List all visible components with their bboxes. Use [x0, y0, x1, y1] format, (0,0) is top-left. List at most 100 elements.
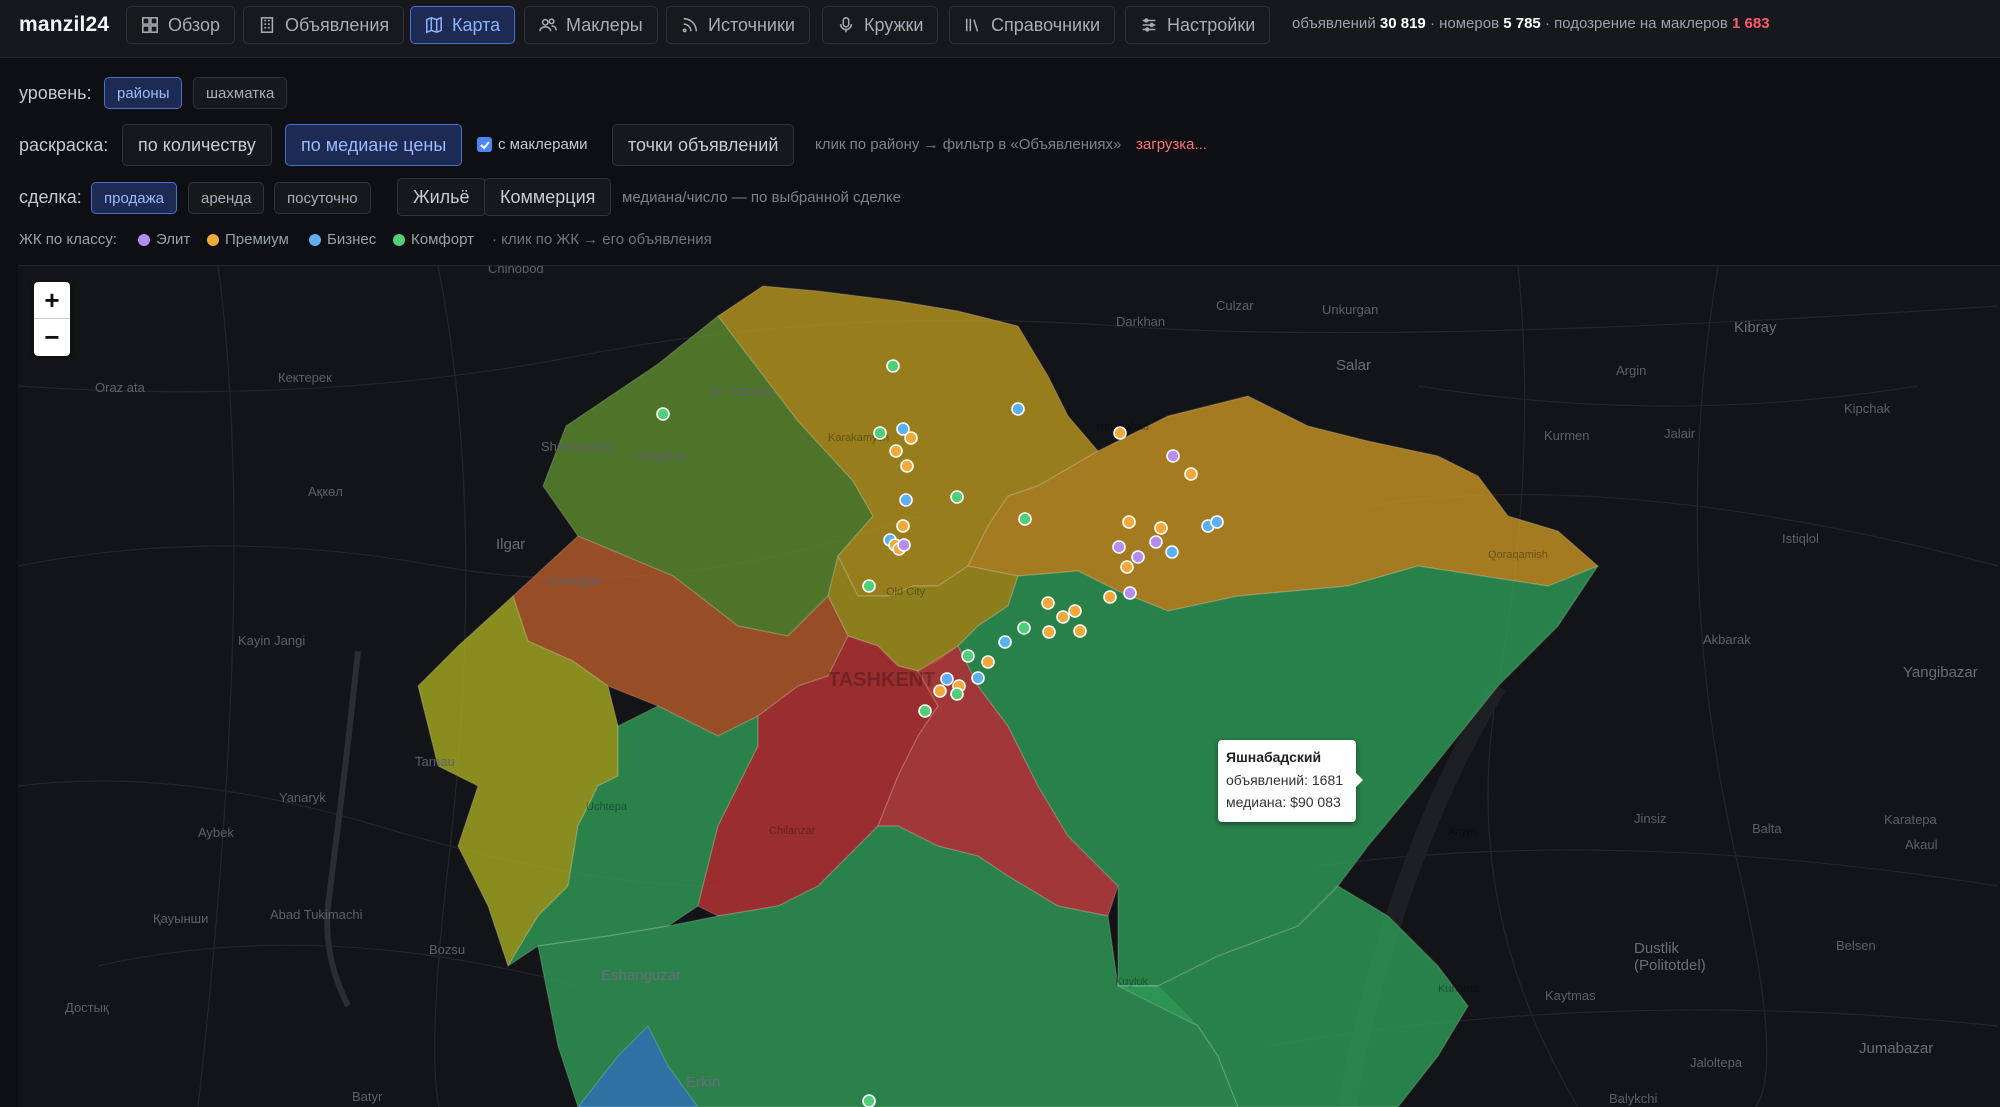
place-label: Kaytmas	[1545, 988, 1596, 1003]
level-districts-button[interactable]: районы	[104, 77, 183, 109]
nav-tab-label: Карта	[452, 14, 501, 35]
district-south-east[interactable]	[1117, 885, 1469, 1107]
loading-indicator: загрузка...	[1136, 136, 1207, 153]
district-tooltip: Яшнабадский объявлений: 1681 медиана: $9…	[1218, 740, 1363, 822]
deal-daily-button[interactable]: посуточно	[274, 182, 371, 214]
stats-listings-value: 30 819	[1379, 15, 1426, 32]
rss-icon	[682, 17, 698, 33]
coloring-label: раскраска:	[19, 135, 109, 155]
dashboard-icon	[142, 17, 158, 33]
stats-numbers-label: · номеров	[1429, 15, 1500, 32]
place-label: Argin	[1616, 363, 1647, 378]
coloring-by-median-button[interactable]: по медиане цены	[285, 124, 463, 166]
place-label: Ақкөл	[308, 484, 343, 499]
place-label: Bozsu	[429, 942, 466, 957]
zoom-out-button[interactable]: −	[44, 321, 60, 352]
legend-elite-label: Элит	[156, 231, 191, 248]
district-label: Karakamysh	[828, 432, 890, 444]
place-label: Chigatay	[635, 448, 687, 463]
nav-tab-listings[interactable]: Объявления	[243, 6, 405, 44]
district-label: Argyn	[1448, 826, 1477, 838]
nav-tab-brokers[interactable]: Маклеры	[524, 6, 658, 44]
place-label: Belsen	[1836, 938, 1876, 953]
place-label: Kibray	[1734, 319, 1777, 336]
place-label: Darkhan	[1116, 314, 1166, 329]
place-label: Dustlik (Politotdel)	[1634, 940, 1706, 974]
legend-elite-dot	[138, 234, 150, 246]
deal-sale-button[interactable]: продажа	[91, 182, 177, 214]
place-label: Abad Tukimachi	[270, 907, 363, 922]
nav-tab-references[interactable]: Справочники	[949, 6, 1116, 44]
place-label: M. Fazylov	[711, 384, 774, 399]
deal-label: сделка:	[19, 187, 82, 207]
nav-tab-circles[interactable]: Кружки	[822, 6, 939, 44]
place-label: Balykchi	[1609, 1091, 1658, 1106]
district-label: Chilanzar	[769, 825, 816, 837]
place-label: Unkurgan	[546, 573, 603, 588]
place-label: Aybek	[198, 825, 234, 840]
nav-tab-label: Справочники	[991, 14, 1101, 35]
tooltip-median: медиана: $90 083	[1226, 794, 1341, 810]
level-chessboard-button[interactable]: шахматка	[193, 77, 288, 109]
place-label: Shamsiabad	[541, 439, 614, 454]
district-label: Kuyluk	[1115, 976, 1149, 988]
map-canvas[interactable]: TASHKENT Chinobod Oraz ata Кектерек Ақкө…	[18, 265, 2000, 1107]
legend-business-dot	[309, 234, 321, 246]
place-label: Қауынши	[153, 911, 209, 926]
listing-points-button[interactable]: точки объявлений	[612, 124, 795, 166]
nav-tab-label: Объявления	[285, 14, 390, 35]
district-label: Old City	[886, 586, 926, 598]
place-label: Balta	[1752, 821, 1782, 836]
place-label: Jumabazar	[1859, 1040, 1934, 1057]
nav-tab-label: Маклеры	[566, 14, 643, 35]
district-label: Qoraqamish	[1488, 549, 1548, 561]
district-label: Uchtepa	[586, 801, 627, 813]
with-brokers-label[interactable]: с маклерами	[498, 136, 588, 153]
zoom-in-button[interactable]: +	[34, 282, 70, 319]
coloring-by-count-button[interactable]: по количеству	[122, 124, 272, 166]
top-navigation: manzil24 Обзор Объявления Карта Маклеры …	[0, 0, 2000, 58]
level-label: уровень:	[19, 83, 92, 103]
nav-tab-map[interactable]: Карта	[410, 6, 516, 44]
place-label: Erkin	[686, 1074, 721, 1091]
tooltip-count: объявлений: 1681	[1226, 772, 1344, 788]
stats-summary: объявлений 30 819 · номеров 5 785 · подо…	[1292, 15, 1770, 32]
legend-hint: · клик по ЖК → его объявления	[492, 231, 712, 248]
nav-tab-sources[interactable]: Источники	[666, 6, 810, 44]
tooltip-title: Яшнабадский	[1226, 749, 1322, 765]
nav-tab-label: Кружки	[864, 14, 924, 35]
map-layer[interactable]: TASHKENT	[18, 266, 2000, 1107]
place-label: Yangibazar	[1903, 664, 1978, 681]
deal-housing-button[interactable]: Жильё	[397, 178, 486, 216]
district-sergeli[interactable]	[577, 1024, 699, 1107]
place-label: Chinobod	[488, 265, 544, 276]
legend-business-label: Бизнес	[327, 231, 377, 248]
legend-premium-label: Премиум	[225, 231, 289, 248]
with-brokers-checkbox[interactable]	[477, 137, 492, 152]
place-label: Istiqlol	[1782, 531, 1819, 546]
library-icon	[965, 18, 979, 32]
legend-title: ЖК по классу:	[19, 231, 117, 248]
place-label: Kurmen	[1544, 428, 1590, 443]
legend-comfort-label: Комфорт	[411, 231, 474, 248]
city-label: TASHKENT	[828, 669, 935, 691]
district-label: Yunusabad	[1094, 421, 1150, 433]
place-label: Tarnau	[415, 754, 455, 769]
sliders-icon	[1142, 18, 1156, 32]
nav-tab-settings[interactable]: Настройки	[1125, 6, 1271, 44]
app-logo[interactable]: manzil24	[19, 13, 110, 36]
check-icon	[479, 140, 490, 149]
stats-listings-label: объявлений	[1292, 15, 1376, 32]
deal-commercial-button[interactable]: Коммерция	[484, 178, 612, 216]
place-label: Unkurgan	[1322, 302, 1379, 317]
place-label: Kipchak	[1844, 401, 1891, 416]
place-label: Culzar	[1216, 298, 1254, 313]
deal-hint: медиана/число — по выбранной сделке	[622, 189, 901, 206]
river	[324, 650, 361, 1008]
nav-tab-label: Источники	[708, 14, 795, 35]
deal-rent-button[interactable]: аренда	[188, 182, 265, 214]
place-label: Batyr	[352, 1089, 383, 1104]
nav-tab-overview[interactable]: Обзор	[126, 6, 235, 44]
place-label: Jalair	[1664, 426, 1696, 441]
legend-premium-dot	[207, 234, 219, 246]
